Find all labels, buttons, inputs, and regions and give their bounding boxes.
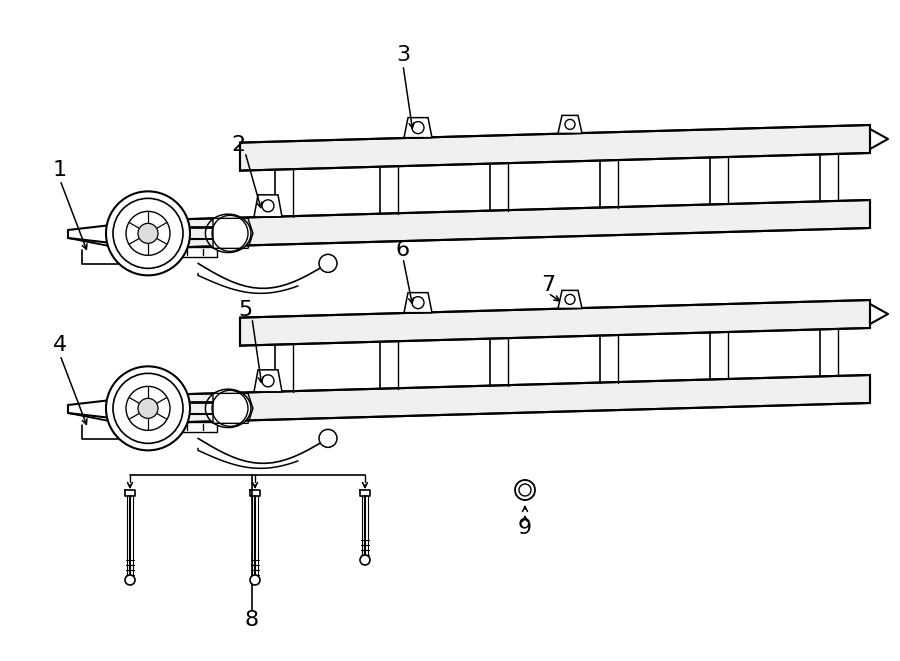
Polygon shape bbox=[558, 116, 582, 134]
Polygon shape bbox=[240, 125, 870, 171]
Circle shape bbox=[106, 366, 190, 450]
Polygon shape bbox=[558, 290, 582, 309]
Polygon shape bbox=[205, 214, 251, 253]
Text: 9: 9 bbox=[518, 518, 532, 538]
Circle shape bbox=[212, 215, 248, 251]
Polygon shape bbox=[155, 200, 870, 248]
Circle shape bbox=[138, 399, 158, 418]
Text: 8: 8 bbox=[245, 610, 259, 630]
Polygon shape bbox=[254, 195, 282, 217]
Text: 3: 3 bbox=[396, 45, 410, 65]
Circle shape bbox=[212, 391, 248, 426]
Text: 6: 6 bbox=[396, 240, 410, 260]
Text: 7: 7 bbox=[541, 275, 555, 295]
Text: 2: 2 bbox=[231, 135, 245, 155]
Polygon shape bbox=[404, 118, 432, 137]
Circle shape bbox=[138, 223, 158, 243]
Circle shape bbox=[515, 480, 535, 500]
Polygon shape bbox=[404, 293, 432, 313]
Circle shape bbox=[319, 430, 337, 447]
Polygon shape bbox=[240, 300, 870, 346]
Circle shape bbox=[319, 254, 337, 272]
Circle shape bbox=[125, 575, 135, 585]
Polygon shape bbox=[155, 375, 870, 423]
Circle shape bbox=[250, 575, 260, 585]
Text: 4: 4 bbox=[53, 335, 68, 355]
Polygon shape bbox=[254, 370, 282, 392]
Polygon shape bbox=[205, 389, 251, 428]
Circle shape bbox=[106, 191, 190, 276]
Text: 5: 5 bbox=[238, 300, 252, 320]
Circle shape bbox=[360, 555, 370, 565]
Text: 1: 1 bbox=[53, 160, 68, 180]
